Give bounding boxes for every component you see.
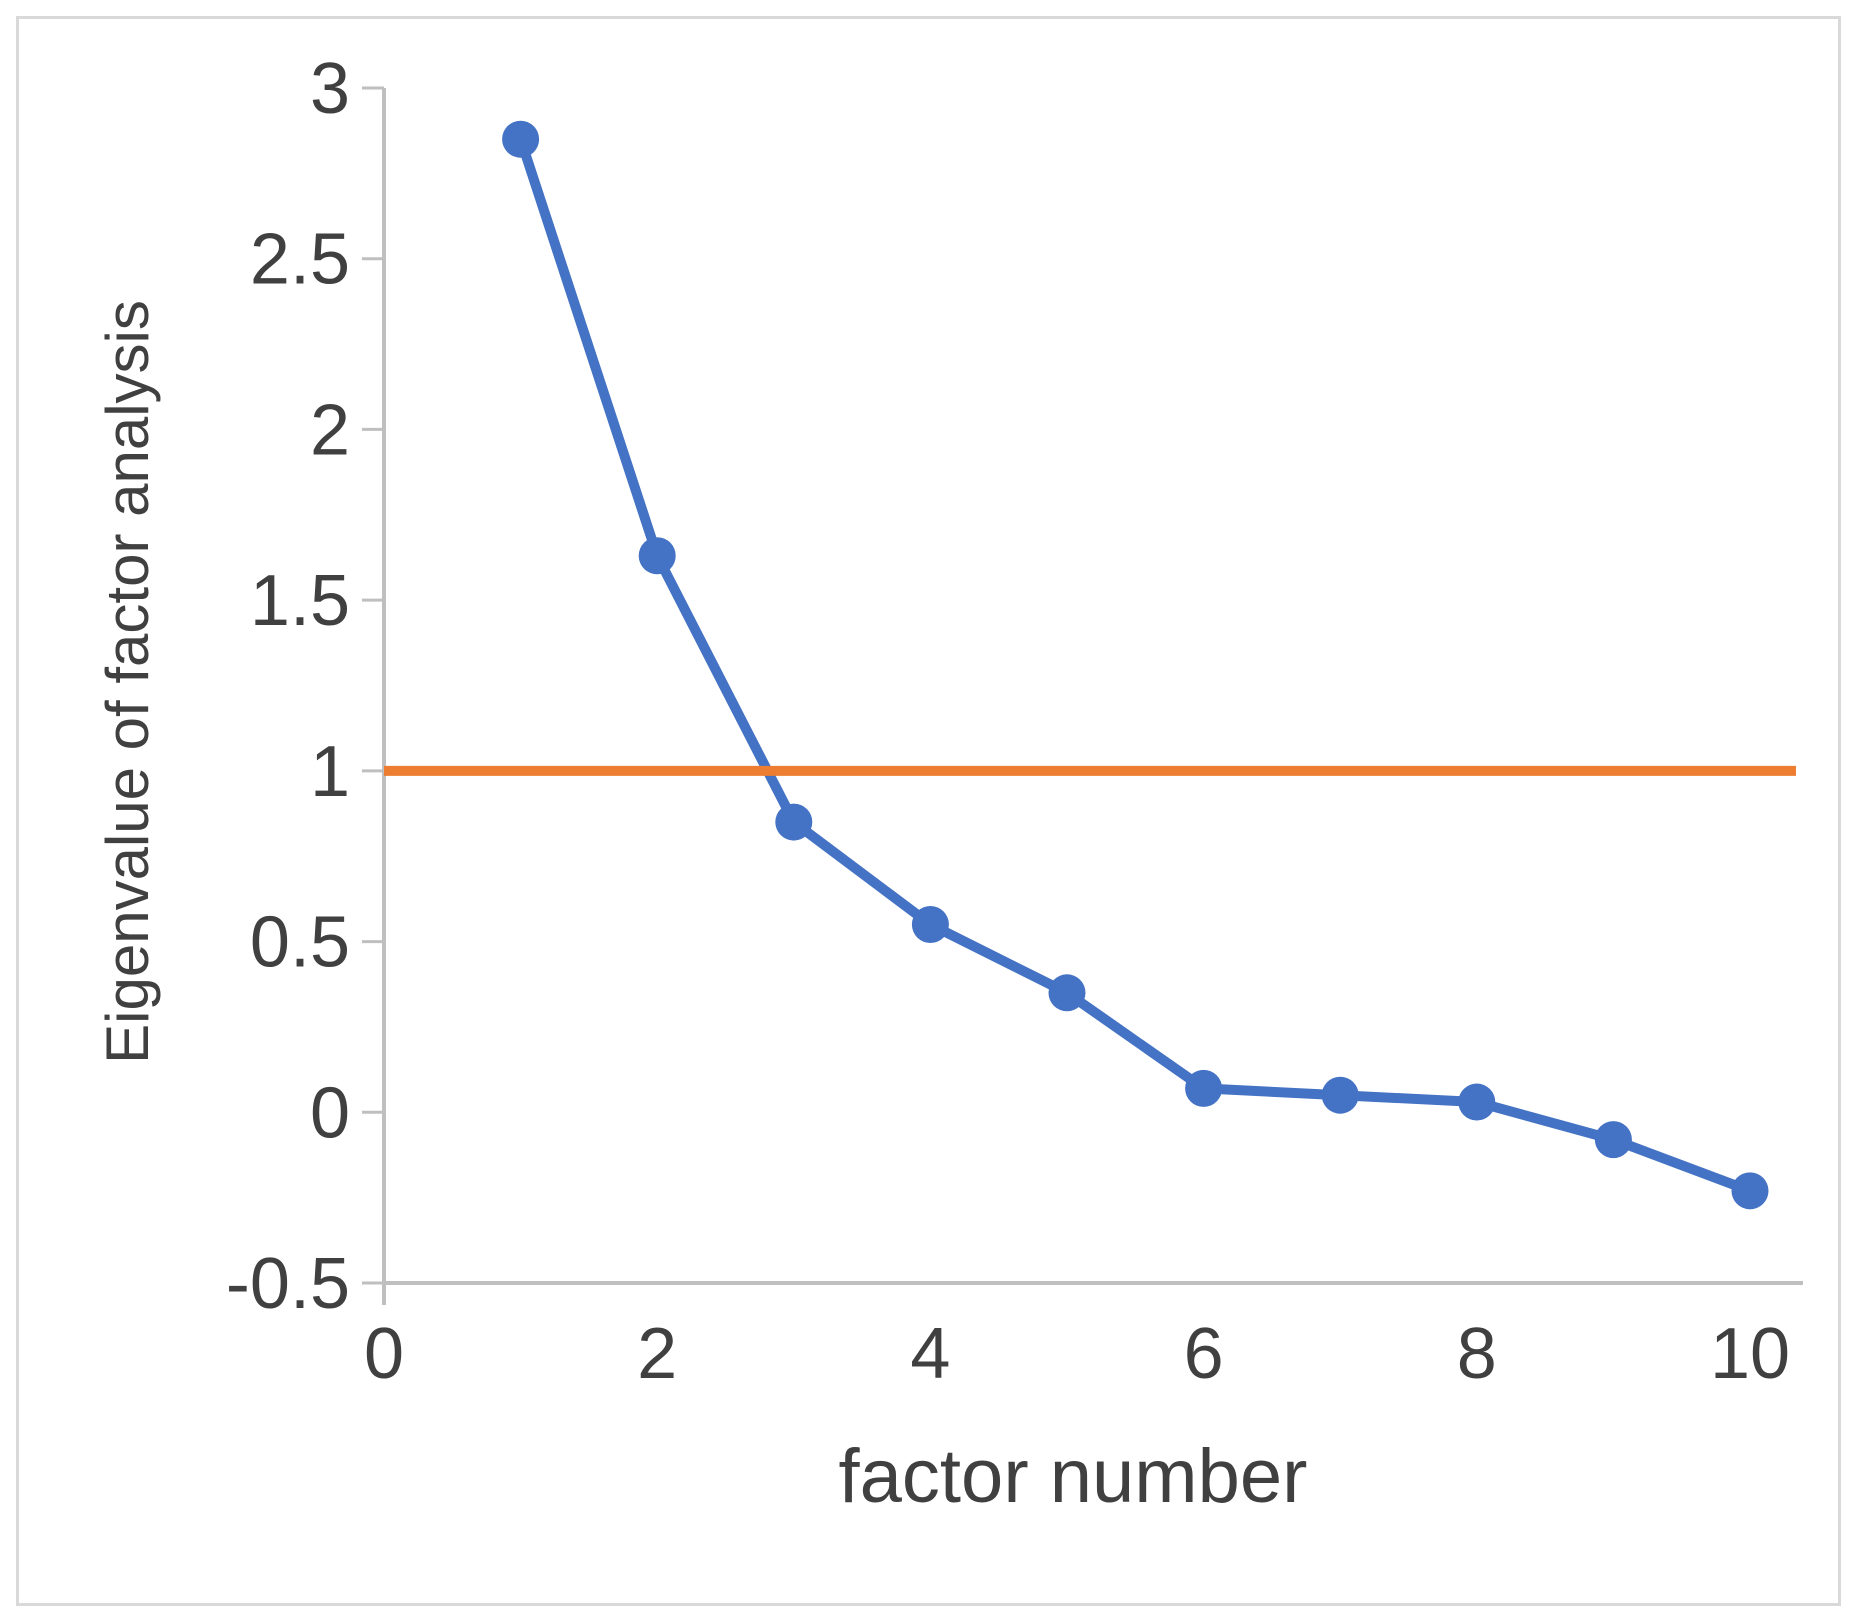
- data-point-marker: [1048, 974, 1086, 1012]
- data-point-marker: [911, 905, 949, 943]
- x-tick-label: 6: [1184, 1314, 1224, 1394]
- data-point-marker: [775, 803, 813, 841]
- eigenvalue-series-line: [515, 134, 1755, 1196]
- y-tick-label: 2.5: [250, 220, 350, 300]
- data-point-marker: [638, 537, 676, 575]
- y-axis-title: Eigenvalue of factor analysis: [94, 300, 161, 1064]
- y-tick-label: 3: [310, 49, 350, 129]
- data-point-marker: [1731, 1172, 1769, 1210]
- x-axis-title: factor number: [839, 1434, 1308, 1519]
- data-point-marker: [1594, 1121, 1632, 1159]
- y-tick-label: 2: [310, 390, 350, 470]
- data-point-marker: [1321, 1076, 1359, 1114]
- x-tick-label: 8: [1457, 1314, 1497, 1394]
- x-tick-label: 0: [364, 1314, 404, 1394]
- data-point-marker: [502, 120, 540, 158]
- y-tick-label: 1: [310, 732, 350, 812]
- y-tick-label: 0: [310, 1073, 350, 1153]
- y-tick-label: 1.5: [250, 561, 350, 641]
- y-tick-label: 0.5: [250, 903, 350, 983]
- data-point-marker: [1458, 1083, 1496, 1121]
- y-tick-label: -0.5: [226, 1244, 350, 1324]
- x-tick-label: 10: [1710, 1314, 1790, 1394]
- x-tick-label: 2: [637, 1314, 677, 1394]
- data-point-marker: [1185, 1069, 1223, 1107]
- x-tick-label: 4: [910, 1314, 950, 1394]
